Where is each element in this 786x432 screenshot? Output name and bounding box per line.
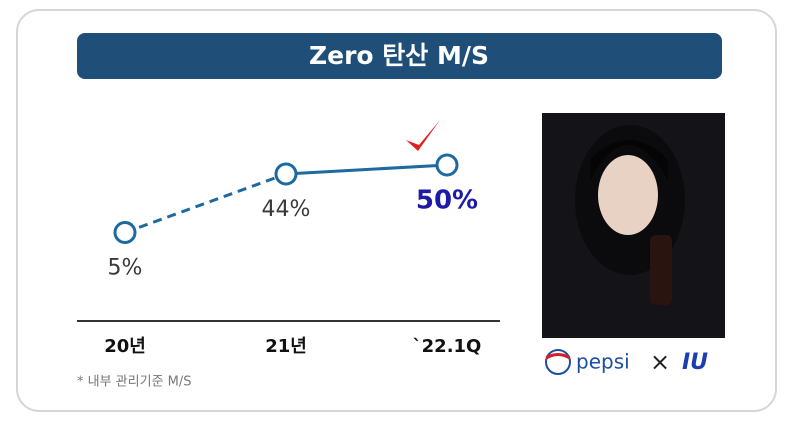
x-tick-label: 20년 — [104, 336, 146, 357]
value-label: 44% — [262, 197, 311, 222]
point — [113, 221, 137, 244]
pepsi-logo-band — [546, 353, 570, 360]
value-label: 5% — [108, 256, 143, 281]
point — [274, 162, 298, 186]
title-bar — [77, 33, 722, 79]
chart-title: Zero 탄산 M/S — [309, 41, 489, 70]
note: * 내부 관리기준 M/S — [77, 375, 192, 390]
brand-right: IU — [682, 350, 708, 375]
point — [435, 153, 459, 177]
x-tick-label: 21년 — [265, 336, 307, 357]
line-segment — [285, 163, 448, 176]
brand-left: pepsi — [576, 350, 630, 374]
line-segment — [124, 172, 287, 234]
photo — [542, 113, 725, 338]
x-tick-label: `22.1Q — [413, 336, 482, 357]
brand-separator: × — [650, 348, 670, 376]
value-label: 50% — [416, 186, 478, 216]
